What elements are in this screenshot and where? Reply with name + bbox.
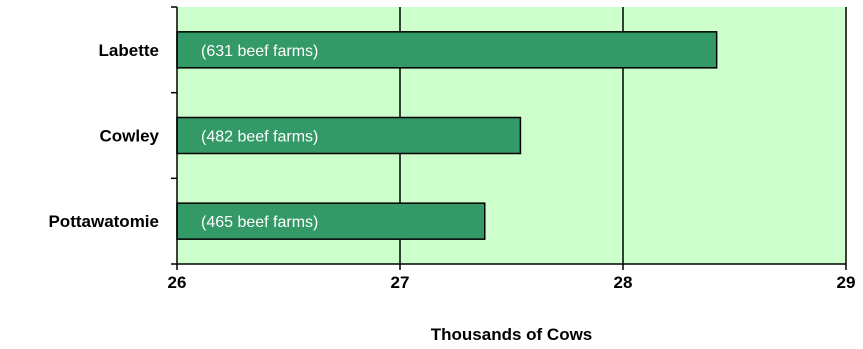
bar-data-label: (482 beef farms) [201, 129, 318, 146]
bar-data-label: (465 beef farms) [201, 214, 318, 231]
bars: (631 beef farms) (482 beef farms) (465 bee… [176, 31, 718, 240]
bar-labette [176, 31, 718, 69]
category-label: Cowley [99, 127, 159, 146]
x-tick-label: 26 [168, 273, 187, 292]
axes [171, 6, 847, 270]
bar-data-label: (631 beef farms) [201, 43, 318, 60]
x-tick-label: 27 [391, 273, 410, 292]
category-label: Pottawatomie [48, 212, 159, 231]
x-axis-title: Thousands of Cows [431, 325, 593, 344]
x-tick-label: 28 [614, 273, 633, 292]
x-tick-label: 29 [837, 273, 856, 292]
category-label: Labette [99, 41, 159, 60]
x-tick-labels: 26 27 28 29 [168, 273, 856, 292]
category-labels: Labette Cowley Pottawatomie [48, 41, 159, 231]
bar-cowley [176, 116, 522, 155]
bar-pottawatomie [176, 202, 486, 240]
